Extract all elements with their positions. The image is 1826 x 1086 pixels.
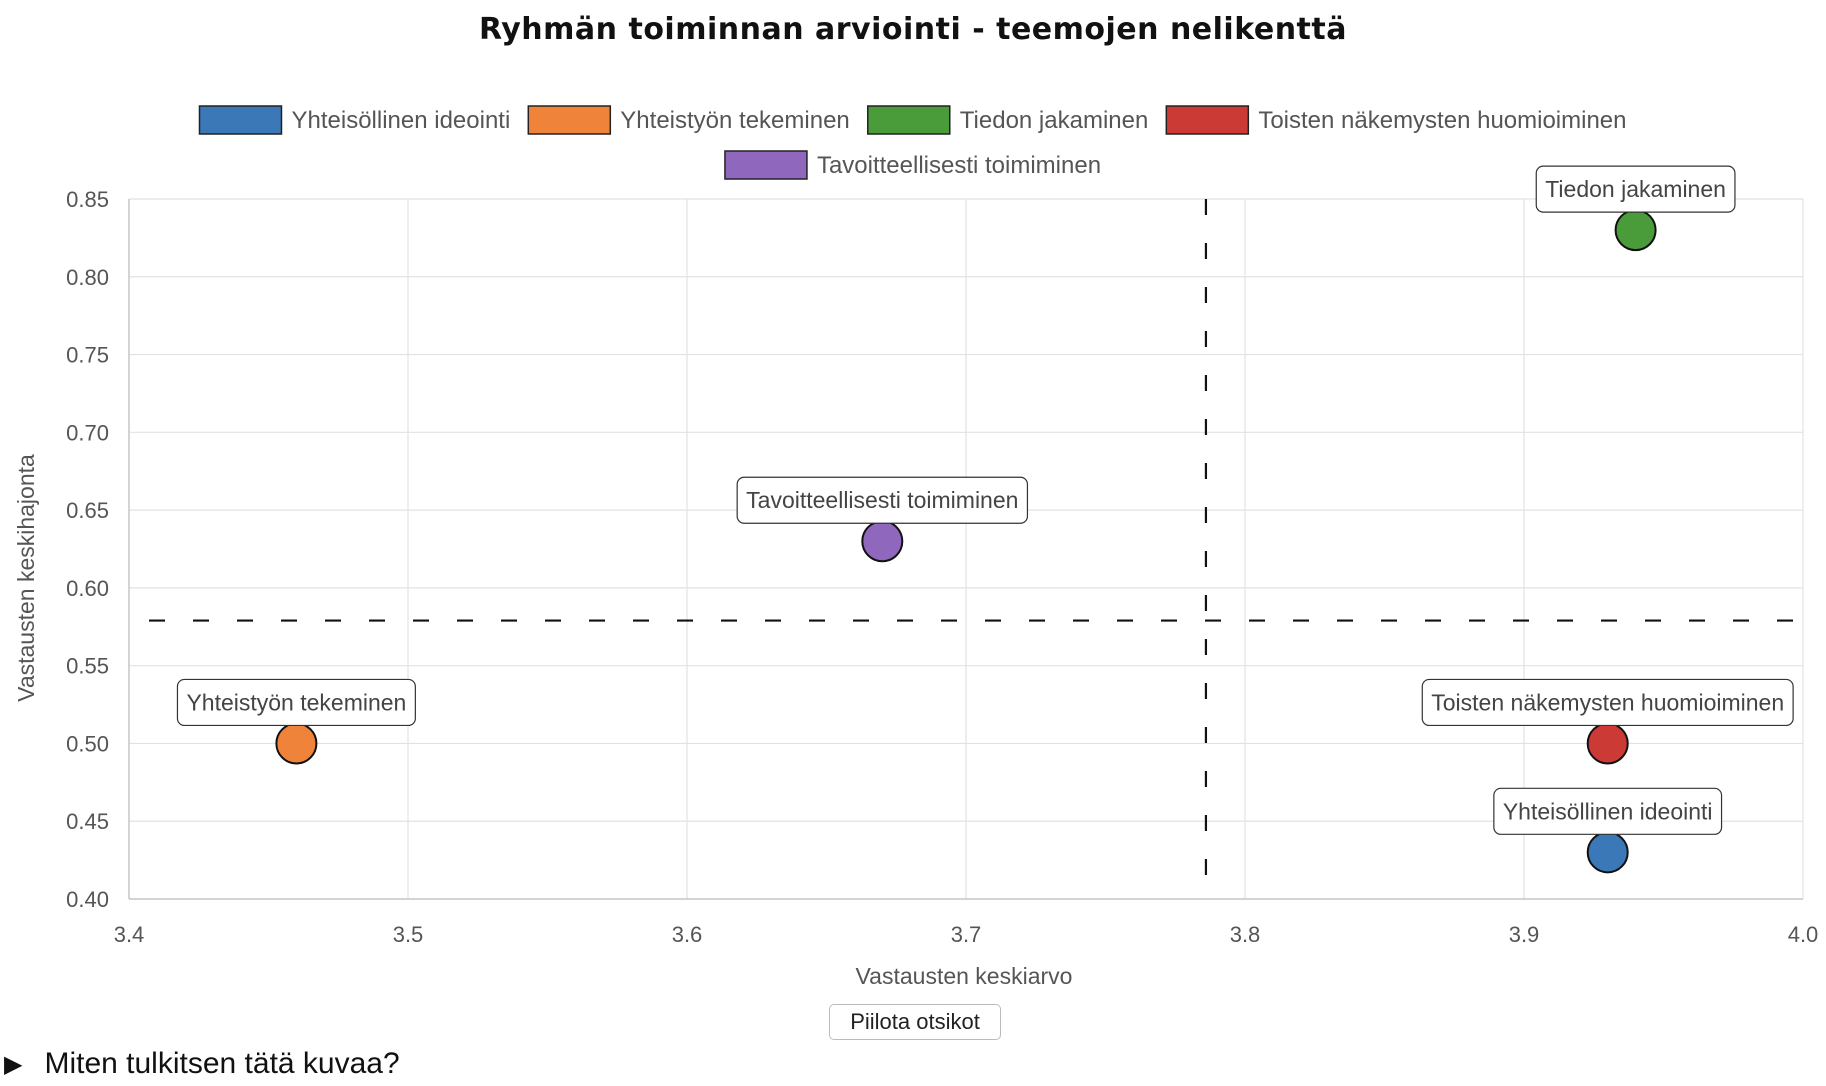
data-point (1614, 209, 1657, 252)
y-tick-label: 0.80 (66, 265, 109, 290)
x-tick-label: 3.6 (672, 922, 703, 947)
y-axis-label: Vastausten keskihajonta (13, 454, 39, 702)
legend-label: Yhteisöllinen ideointi (291, 107, 510, 134)
legend-item: Yhteistyön tekeminen (527, 105, 850, 135)
callout-box (176, 678, 416, 727)
scatter-chart: 3.4 3.5 3.6 3.7 3.8 3.9 4.0 0.40 0.45 0.50 0.55 0.6… (13, 105, 1818, 989)
x-tick-label: 4.0 (1788, 922, 1819, 947)
reference-lines (149, 199, 1803, 879)
legend-item: Tiedon jakaminen (867, 105, 1149, 135)
data-point (1586, 831, 1629, 874)
legend-swatch (867, 105, 951, 135)
chart-title: Ryhmän toiminnan arviointi - teemojen ne… (479, 12, 1347, 47)
legend-label: Tavoitteellisesti toimiminen (817, 152, 1101, 179)
x-tick-label: 3.5 (393, 922, 424, 947)
y-tick-label: 0.70 (66, 420, 109, 445)
legend-item: Tavoitteellisesti toimiminen (724, 150, 1101, 180)
point-callout: Yhteisöllinen ideointi (1493, 787, 1723, 835)
x-tick-label: 3.4 (114, 922, 145, 947)
callout-box (1535, 165, 1736, 213)
legend-item: Yhteisöllinen ideointi (198, 105, 510, 135)
y-tick-label: 0.65 (66, 498, 109, 523)
point-label: Yhteisöllinen ideointi (1503, 798, 1713, 824)
x-tick-label: 3.9 (1509, 922, 1540, 947)
legend-swatch (198, 105, 283, 135)
callout-box (1493, 787, 1723, 835)
hide-labels-button[interactable]: Piilota otsikot (829, 1004, 1001, 1040)
point-label: Toisten näkemysten huomioiminen (1431, 689, 1784, 715)
y-tick-label: 0.60 (66, 576, 109, 601)
point-label: Tavoitteellisesti toimiminen (746, 487, 1018, 513)
data-point (861, 520, 904, 563)
legend: Yhteisöllinen ideointi Yhteistyön tekemin… (198, 105, 1627, 180)
data-points (275, 209, 1657, 874)
y-tick-label: 0.50 (66, 731, 109, 756)
point-callout: Tiedon jakaminen (1535, 165, 1736, 213)
legend-item: Toisten näkemysten huomioiminen (1165, 105, 1627, 135)
legend-swatch (527, 105, 612, 135)
point-callout: Yhteistyön tekeminen (176, 678, 416, 727)
point-label: Tiedon jakaminen (1545, 176, 1726, 202)
y-tick-label: 0.45 (66, 809, 109, 834)
y-tick-label: 0.85 (66, 187, 109, 212)
legend-label: Tiedon jakaminen (960, 107, 1149, 134)
point-callout: Tavoitteellisesti toimiminen (736, 476, 1029, 524)
legend-swatch (724, 150, 808, 180)
interpret-disclosure[interactable]: ▶ Miten tulkitsen tätä kuvaa? (4, 1046, 400, 1082)
legend-swatch (1165, 105, 1250, 135)
legend-label: Yhteistyön tekeminen (620, 107, 849, 134)
y-tick-label: 0.40 (66, 887, 109, 912)
data-point (275, 722, 318, 765)
callout-box (1421, 678, 1794, 727)
point-label: Yhteistyön tekeminen (186, 689, 406, 715)
point-labels: Yhteisöllinen ideointi Yhteistyön tekemin… (176, 165, 1794, 835)
x-tick-label: 3.7 (951, 922, 982, 947)
axes: 3.4 3.5 3.6 3.7 3.8 3.9 4.0 0.40 0.45 0.50 0.55 0.6… (66, 187, 1818, 947)
interpret-summary-text: Miten tulkitsen tätä kuvaa? (44, 1047, 400, 1080)
callout-box (736, 476, 1029, 524)
x-tick-label: 3.8 (1230, 922, 1261, 947)
point-callout: Toisten näkemysten huomioiminen (1421, 678, 1794, 727)
y-tick-label: 0.55 (66, 654, 109, 679)
y-tick-label: 0.75 (66, 343, 109, 368)
x-axis-label: Vastausten keskiarvo (856, 963, 1073, 989)
legend-label: Toisten näkemysten huomioiminen (1258, 107, 1626, 134)
disclosure-triangle-icon: ▶ (4, 1050, 23, 1078)
data-point (1586, 722, 1629, 765)
